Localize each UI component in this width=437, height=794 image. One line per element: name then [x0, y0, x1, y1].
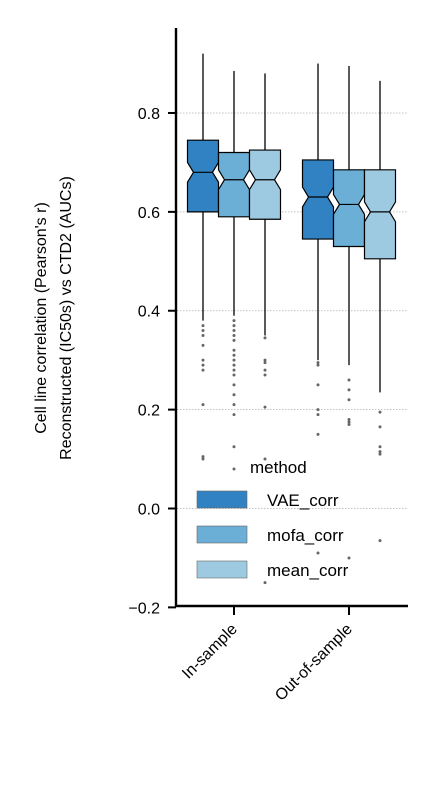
outlier-point	[263, 457, 267, 461]
box-body	[363, 169, 397, 260]
outlier-point	[347, 418, 351, 422]
outlier-point	[232, 383, 236, 387]
outlier-point	[201, 358, 205, 362]
outlier-point	[232, 363, 236, 367]
legend-label-mofa_corr: mofa_corr	[267, 526, 344, 545]
outlier-point	[201, 363, 205, 367]
outlier-point	[263, 368, 267, 372]
legend-swatch-mean_corr	[196, 560, 248, 579]
outlier-point	[201, 329, 205, 333]
y-tick-label: 0.4	[138, 304, 160, 321]
y-axis-title-line2: Reconstructed (IC50s) vs CTD2 (AUCs)	[58, 176, 75, 460]
outlier-point	[232, 353, 236, 357]
outlier-point	[232, 329, 236, 333]
outlier-point	[232, 373, 236, 377]
box-body	[248, 149, 282, 220]
y-ticks: −0.2 0.0 0.2 0.4 0.6 0.8	[128, 106, 176, 617]
legend-title: method	[250, 458, 307, 477]
outlier-point	[378, 452, 382, 456]
outlier-point	[232, 338, 236, 342]
outlier-point	[263, 361, 267, 365]
outlier-point	[347, 388, 351, 392]
outlier-point	[232, 319, 236, 323]
outlier-point	[263, 336, 267, 340]
outlier-point	[201, 333, 205, 337]
outlier-point	[347, 420, 351, 424]
outlier-point	[232, 368, 236, 372]
outlier-point	[316, 363, 320, 367]
outlier-point	[201, 455, 205, 459]
x-tick-label: In-sample	[179, 621, 241, 683]
box-body	[301, 159, 335, 240]
outlier-point	[232, 348, 236, 352]
outlier-point	[201, 457, 205, 461]
outlier-point	[232, 393, 236, 397]
x-ticks: In-sample Out-of-sample	[179, 607, 356, 705]
outlier-point	[232, 403, 236, 407]
outlier-point	[316, 551, 320, 555]
outlier-point	[201, 343, 205, 347]
outlier-point	[263, 405, 267, 409]
axes	[174, 28, 408, 608]
outlier-point	[201, 403, 205, 407]
legend-swatch-VAE_corr	[196, 490, 248, 509]
outlier-point	[263, 581, 267, 585]
outlier-point	[378, 450, 382, 454]
box-mofa_corr-Out-of-sample	[332, 66, 366, 560]
outlier-point	[232, 324, 236, 328]
outlier-point	[378, 445, 382, 449]
outlier-point	[347, 556, 351, 560]
outlier-point	[232, 358, 236, 362]
y-tick-label: 0.8	[138, 106, 160, 123]
outlier-point	[201, 324, 205, 328]
y-tick-label: −0.2	[128, 600, 160, 617]
outlier-point	[316, 361, 320, 365]
outlier-point	[347, 378, 351, 382]
outlier-point	[347, 398, 351, 402]
box-mean_corr-Out-of-sample	[363, 80, 397, 543]
outlier-point	[378, 410, 382, 414]
outlier-point	[378, 425, 382, 429]
outlier-point	[232, 445, 236, 449]
y-tick-label: 0.6	[138, 205, 160, 222]
outlier-point	[232, 333, 236, 337]
legend: method VAE_corr mofa_corr mean_corr	[196, 458, 349, 580]
box-mean_corr-In-sample	[248, 73, 282, 585]
box-body	[186, 139, 220, 213]
box-mofa_corr-In-sample	[217, 70, 251, 471]
box-VAE_corr-In-sample	[186, 53, 220, 461]
outlier-point	[378, 539, 382, 543]
y-tick-label: 0.0	[138, 502, 160, 519]
outlier-point	[263, 358, 267, 362]
outlier-point	[347, 422, 351, 426]
legend-label-mean_corr: mean_corr	[267, 561, 349, 580]
y-tick-label: 0.2	[138, 403, 160, 420]
outlier-point	[201, 368, 205, 372]
gridlines	[177, 112, 408, 509]
legend-label-VAE_corr: VAE_corr	[267, 491, 339, 510]
x-tick-label: Out-of-sample	[272, 621, 356, 705]
outlier-point	[316, 432, 320, 436]
outlier-point	[263, 373, 267, 377]
legend-swatch-mofa_corr	[196, 525, 248, 544]
box-VAE_corr-Out-of-sample	[301, 63, 335, 555]
y-axis-title-line1: Cell line correlation (Pearson's r)	[33, 202, 50, 434]
outlier-point	[232, 413, 236, 417]
box-body	[332, 169, 366, 248]
outlier-point	[316, 408, 320, 412]
box-body	[217, 151, 251, 218]
box-series	[186, 53, 397, 585]
outlier-point	[316, 383, 320, 387]
outlier-point	[316, 413, 320, 417]
outlier-point	[232, 467, 236, 471]
